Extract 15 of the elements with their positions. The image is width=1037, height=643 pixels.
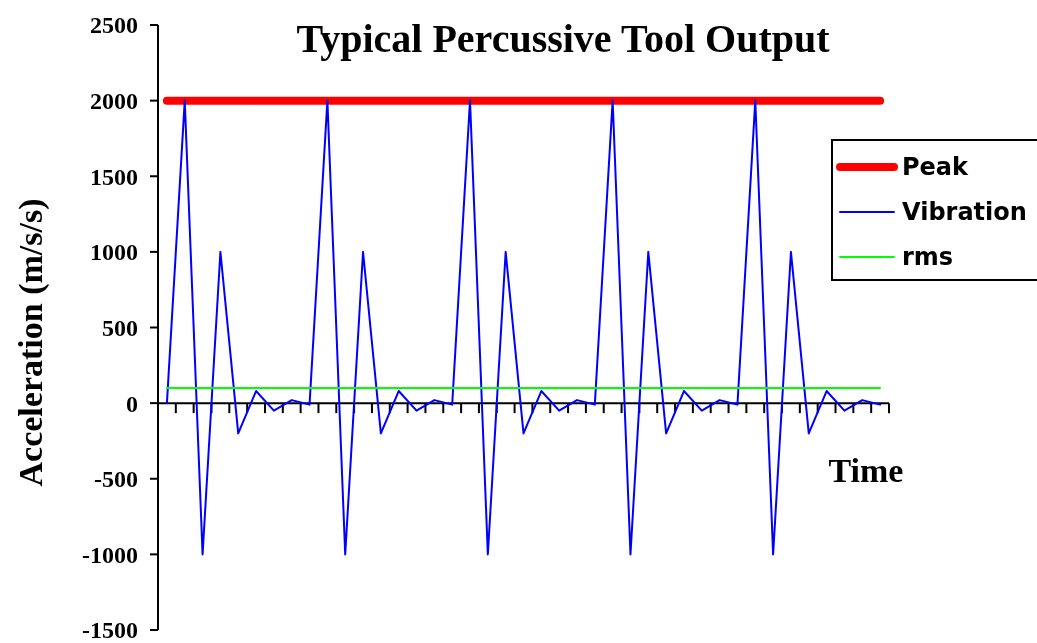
y-tick-label: 500 [102, 314, 138, 341]
chart-title: Typical Percussive Tool Output [296, 16, 831, 61]
legend-label: Vibration [902, 198, 1027, 227]
y-tick-label: -500 [94, 466, 138, 493]
legend-label: rms [902, 243, 954, 272]
y-tick-label: 2500 [90, 12, 138, 39]
y-axis-title: Acceleration (m/s/s) [12, 198, 50, 487]
y-tick-label: -1000 [82, 541, 138, 568]
y-tick-label: -1500 [82, 617, 138, 643]
y-tick-label: 1500 [90, 163, 138, 190]
legend-label: Peak [902, 153, 970, 182]
y-tick-label: 1000 [90, 239, 138, 266]
y-tick-label: 2000 [90, 88, 138, 115]
x-axis-title: Time [828, 452, 904, 489]
y-tick-label: 0 [126, 390, 138, 417]
